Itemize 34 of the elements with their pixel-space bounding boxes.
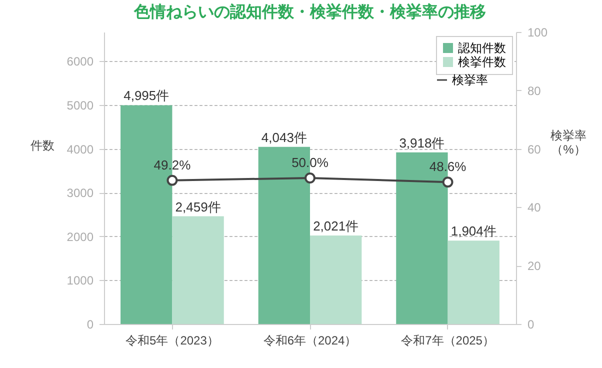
bar: [310, 235, 362, 324]
bar: [172, 216, 224, 324]
x-tick-label: 令和7年（2025）: [401, 334, 494, 348]
y-axis-title: 件数: [30, 138, 54, 152]
x-tick-label: 令和5年（2023）: [126, 334, 219, 348]
x-tick-label: 令和6年（2024）: [263, 334, 357, 348]
y-tick-label: 1000: [66, 274, 94, 288]
data-label: 2,021件: [313, 218, 359, 234]
data-label: 4,043件: [261, 130, 307, 145]
data-label: 4,995件: [124, 88, 170, 104]
data-label: 3,918件: [399, 135, 445, 150]
data-label: 48.6%: [429, 159, 467, 174]
y2-tick-label: 80: [528, 84, 542, 98]
chart-title: 色情ねらいの認知件数・検挙件数・検挙率の推移: [133, 2, 486, 21]
data-label: 2,459件: [175, 199, 221, 214]
y-tick-label: 3000: [66, 186, 94, 200]
y2-tick-label: 40: [528, 200, 542, 215]
bar: [448, 240, 500, 324]
y2-tick-label: 20: [528, 259, 542, 274]
y-tick-label: 6000: [66, 54, 94, 69]
y-tick-label: 4000: [66, 142, 94, 156]
y2-tick-label: 100: [528, 26, 548, 40]
y-tick-label: 0: [86, 318, 94, 332]
y2-axis-title: 検挙率（%）: [550, 128, 586, 156]
data-label: 50.0%: [292, 155, 329, 170]
y2-tick-label: 60: [528, 142, 542, 156]
y-tick-label: 2000: [66, 230, 94, 244]
data-label: 49.2%: [154, 157, 192, 172]
legend-label: 検挙率: [452, 73, 488, 87]
data-label: 1,904件: [450, 224, 496, 239]
y-tick-label: 5000: [66, 98, 94, 113]
y2-tick-label: 0: [528, 318, 534, 332]
legend-label: 検挙件数: [458, 55, 506, 69]
legend-label: 認知件数: [458, 41, 506, 55]
